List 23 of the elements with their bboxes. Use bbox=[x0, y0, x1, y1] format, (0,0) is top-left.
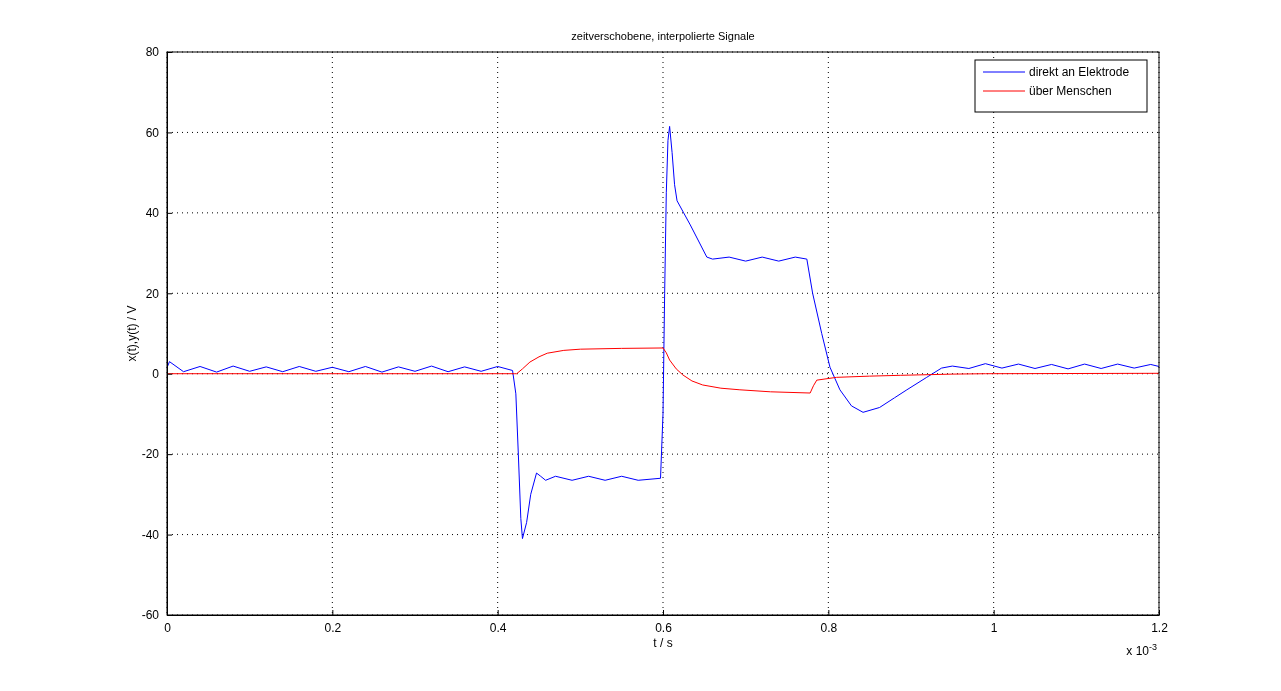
y-tick-label: -40 bbox=[141, 527, 160, 542]
y-tick-label: -60 bbox=[141, 608, 160, 623]
y-tick-label: 0 bbox=[152, 367, 160, 382]
line-series bbox=[166, 125, 1160, 540]
x-tick-label: 0.8 bbox=[820, 620, 838, 635]
text: x 10$^{-3}$ bbox=[1126, 642, 1157, 658]
x-tick-label: 1.2 bbox=[1151, 620, 1169, 635]
y-axis-title: x(t),y(t) / V bbox=[125, 305, 139, 362]
legend-label: über Menschen bbox=[1029, 84, 1112, 98]
y-tick-label: -20 bbox=[141, 447, 160, 462]
y-tick-label: 20 bbox=[145, 286, 160, 301]
y-tick-label: 40 bbox=[145, 206, 160, 221]
y-tick-label: 60 bbox=[145, 125, 160, 140]
x-tick-label: 0 bbox=[164, 620, 172, 635]
x-tick-label: 0.4 bbox=[489, 620, 507, 635]
line-series bbox=[166, 347, 1160, 394]
x-tick-label: 0.6 bbox=[655, 620, 673, 635]
x-axis-title: t / s bbox=[653, 636, 673, 650]
x-tick-label: 0.2 bbox=[324, 620, 342, 635]
chart-title: zeitverschobene, interpolierte Signale bbox=[571, 30, 755, 42]
x-tick-label: 1 bbox=[990, 620, 998, 635]
legend-label: direkt an Elektrode bbox=[1029, 65, 1130, 79]
y-tick-label: 80 bbox=[145, 45, 160, 60]
